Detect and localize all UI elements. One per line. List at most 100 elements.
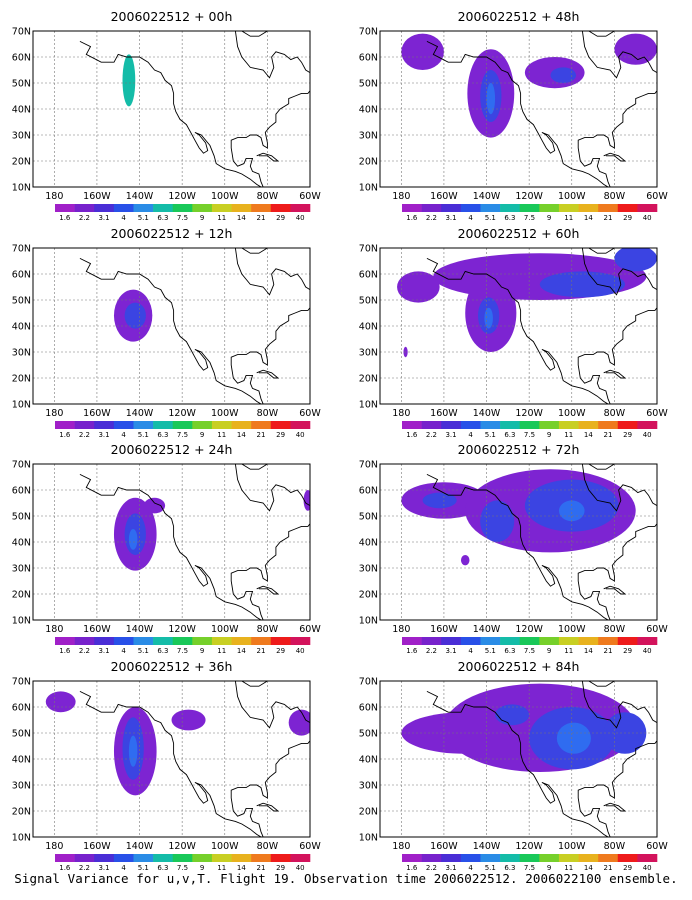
colorbar-swatch xyxy=(460,204,481,212)
colorbar-label: 4 xyxy=(468,864,473,872)
lat-tick-label: 20N xyxy=(12,374,31,385)
colorbar-label: 1.6 xyxy=(59,647,71,655)
colorbar-swatch xyxy=(578,421,599,429)
variance-contour xyxy=(614,33,657,65)
colorbar-label: 29 xyxy=(623,214,632,222)
lon-tick-label: 140W xyxy=(473,191,501,202)
colorbar-label: 5.1 xyxy=(485,647,496,655)
variance-contour xyxy=(401,33,444,70)
colorbar-label: 21 xyxy=(604,864,613,872)
coastline xyxy=(79,40,262,187)
colorbar-label: 40 xyxy=(296,214,305,222)
colorbar-label: 14 xyxy=(237,214,246,222)
colorbar-label: 2.2 xyxy=(79,431,90,439)
colorbar-label: 9 xyxy=(547,864,551,872)
panel-title: 2006022512 + 36h xyxy=(111,659,233,674)
variance-contour xyxy=(460,555,470,566)
lat-tick-label: 50N xyxy=(359,512,378,523)
map-panel: 2006022512 + 84h 10N 20N 30N 40N 50N 60N 70N 180… xyxy=(359,659,669,872)
colorbar-label: 40 xyxy=(296,431,305,439)
lat-tick-label: 70N xyxy=(359,27,378,38)
colorbar-label: 11 xyxy=(564,864,573,872)
map-panel: 2006022512 + 36h 10N 20N 30N 40N 50N 60N 70N 180… xyxy=(12,659,322,872)
lat-tick-label: 60N xyxy=(12,486,31,497)
lon-tick-label: 160W xyxy=(83,624,111,635)
colorbar-label: 14 xyxy=(584,864,593,872)
coastline xyxy=(577,307,657,404)
coastline xyxy=(603,585,627,595)
colorbar-swatch xyxy=(598,204,619,212)
colorbar-swatch xyxy=(539,854,560,862)
lat-tick-label: 70N xyxy=(12,27,31,38)
lon-tick-label: 140W xyxy=(473,408,501,419)
panel-frame xyxy=(32,463,311,621)
colorbar-swatch xyxy=(441,637,462,645)
colorbar-swatch xyxy=(460,421,481,429)
coastline xyxy=(588,681,615,687)
colorbar-swatch xyxy=(402,421,422,429)
lon-tick-label: 60W xyxy=(299,408,321,419)
colorbar-label: 11 xyxy=(564,647,573,655)
coastline xyxy=(256,802,280,812)
lat-tick-label: 40N xyxy=(12,322,31,333)
variance-contour xyxy=(128,735,138,767)
coastline xyxy=(588,248,615,254)
colorbar-swatch xyxy=(421,854,442,862)
colorbar-label: 2.2 xyxy=(426,647,437,655)
panel-plot-area xyxy=(33,31,310,187)
panel-title: 2006022512 + 60h xyxy=(458,226,580,241)
lon-tick-label: 60W xyxy=(299,191,321,202)
colorbar-label: 4 xyxy=(121,431,126,439)
coastline xyxy=(230,523,310,620)
colorbar-swatch xyxy=(74,204,95,212)
colorbar-swatch xyxy=(617,637,638,645)
lon-tick-label: 180 xyxy=(392,624,410,635)
colorbar-swatch xyxy=(270,637,291,645)
colorbar-swatch xyxy=(578,854,599,862)
colorbar-swatch xyxy=(290,854,311,862)
variance-contour xyxy=(556,722,591,754)
lon-tick-label: 80W xyxy=(604,624,626,635)
lat-tick-label: 50N xyxy=(12,729,31,740)
lon-tick-label: 120W xyxy=(168,841,196,852)
colorbar-swatch xyxy=(480,204,501,212)
variance-contour xyxy=(303,490,310,511)
variance-contour xyxy=(484,307,493,329)
colorbar-swatch xyxy=(94,854,115,862)
lat-tick-label: 50N xyxy=(12,512,31,523)
variance-contour xyxy=(45,691,76,713)
lat-tick-label: 20N xyxy=(12,590,31,601)
coastline xyxy=(241,681,268,687)
lat-tick-label: 10N xyxy=(12,400,31,411)
colorbar-swatch xyxy=(290,421,311,429)
colorbar-label: 3.1 xyxy=(445,647,456,655)
variance-contour xyxy=(397,271,440,303)
lon-tick-label: 180 xyxy=(45,624,63,635)
panel-frame xyxy=(379,30,658,188)
colorbar-label: 14 xyxy=(584,647,593,655)
variance-contour xyxy=(539,271,626,298)
variance-contour xyxy=(288,709,310,736)
lat-tick-label: 70N xyxy=(359,244,378,255)
colorbar-swatch xyxy=(153,854,173,862)
lon-tick-label: 140W xyxy=(126,841,154,852)
colorbar-swatch xyxy=(55,854,75,862)
colorbar-label: 7.5 xyxy=(524,431,535,439)
colorbar-label: 2.2 xyxy=(426,864,437,872)
lon-tick-label: 80W xyxy=(257,624,279,635)
colorbar-swatch xyxy=(251,204,272,212)
colorbar-label: 14 xyxy=(584,214,593,222)
panel-title: 2006022512 + 48h xyxy=(458,9,580,24)
lat-tick-label: 60N xyxy=(359,486,378,497)
colorbar-swatch xyxy=(94,637,115,645)
colorbar-swatch xyxy=(270,421,291,429)
colorbar-swatch xyxy=(270,204,291,212)
panel-frame xyxy=(32,680,311,838)
panel-frame xyxy=(379,680,658,838)
panel-plot-area xyxy=(380,248,657,404)
lon-tick-label: 120W xyxy=(515,624,543,635)
colorbar-label: 11 xyxy=(217,864,226,872)
lon-tick-label: 100W xyxy=(558,191,586,202)
colorbar-label: 3.1 xyxy=(98,214,109,222)
lat-tick-label: 20N xyxy=(359,590,378,601)
